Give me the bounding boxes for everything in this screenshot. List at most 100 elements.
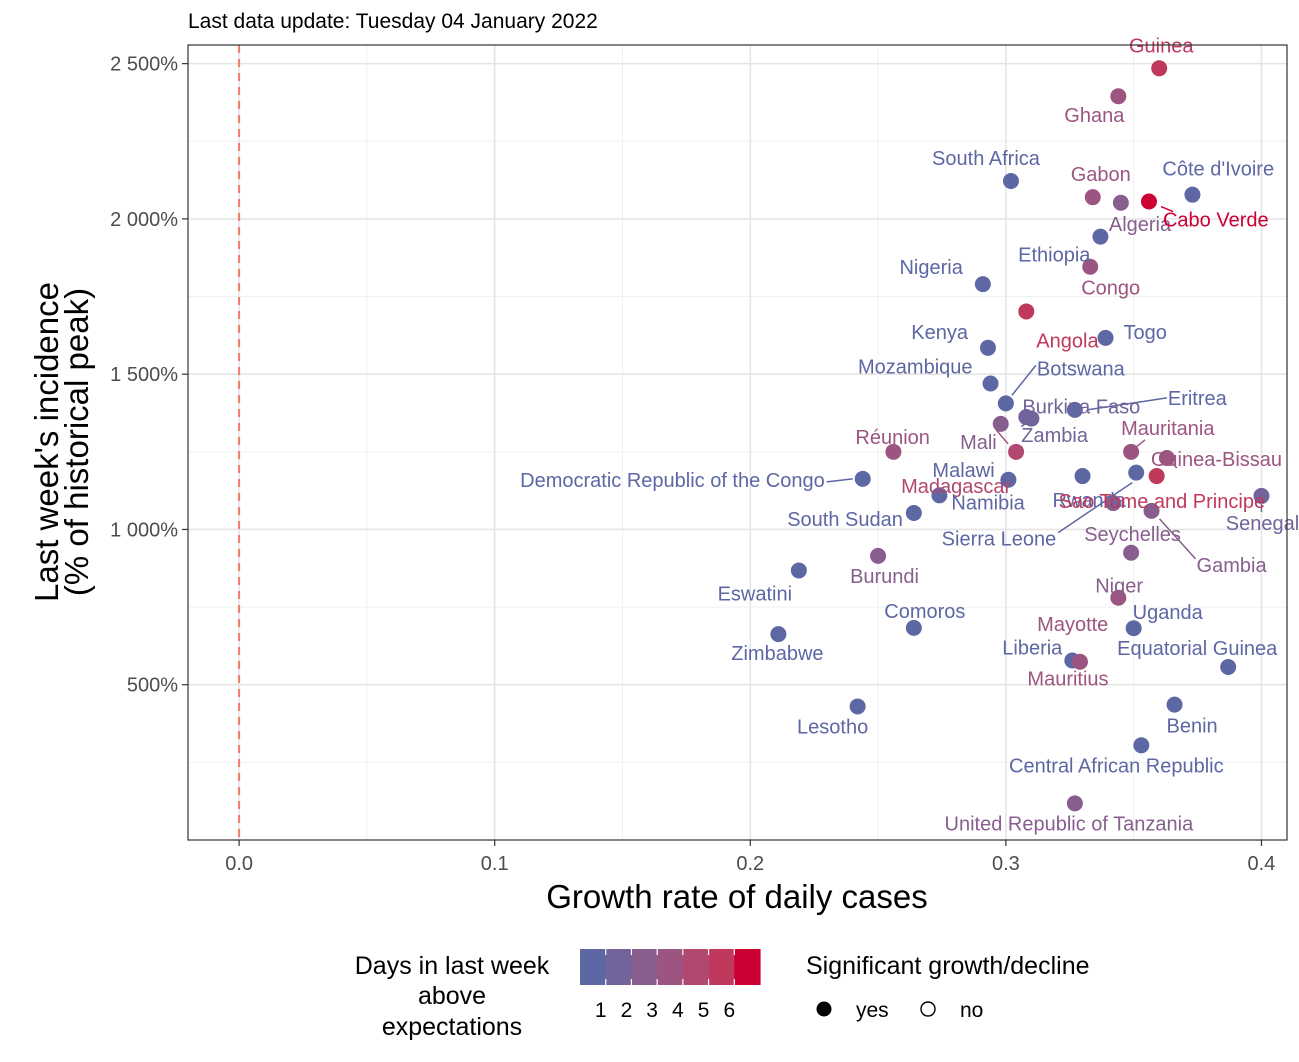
color-legend-title-line-3: expectations (382, 1013, 522, 1041)
leader-line (1158, 518, 1197, 560)
data-point (1253, 487, 1270, 504)
data-point (931, 487, 948, 504)
panel-border (187, 44, 1288, 841)
legend-marker-hollow (920, 1001, 936, 1017)
point-label: Mali (960, 432, 997, 454)
point-label: Cabo Verde (1163, 210, 1269, 232)
data-point (1084, 189, 1101, 206)
data-point (1151, 60, 1168, 77)
leader-line (1160, 205, 1174, 213)
data-point (992, 415, 1009, 432)
point-label: United Republic of Tanzania (945, 813, 1195, 835)
data-point (1008, 443, 1025, 460)
data-point (1110, 88, 1127, 105)
point-label: Mauritania (1121, 418, 1215, 440)
data-point (1018, 303, 1035, 320)
data-point (1000, 471, 1017, 488)
point-label: Benin (1167, 716, 1218, 738)
color-bar-segment (657, 949, 684, 985)
legend-label-no: no (960, 999, 983, 1022)
point-label: Equatorial Guinea (1117, 638, 1278, 660)
color-bar-label: 2 (621, 999, 633, 1022)
color-legend-title-line-1: Days in last week (355, 952, 550, 980)
data-point (1123, 443, 1140, 460)
data-point (1066, 401, 1083, 418)
point-label: Réunion (855, 427, 930, 449)
color-bar-segment (631, 949, 658, 985)
y-tick-label: 1 000% (110, 519, 178, 541)
x-axis-title: Growth rate of daily cases (546, 878, 928, 915)
point-label: Madagascar (901, 476, 1011, 498)
point-label: Zambia (1021, 425, 1089, 447)
leader-line (1057, 482, 1133, 534)
point-layer (770, 60, 1270, 812)
data-point (1123, 544, 1140, 561)
x-tick-label: 0.3 (992, 853, 1020, 875)
y-axis-title: Last week's incidence (% of historical p… (28, 282, 95, 602)
data-point (1112, 194, 1129, 211)
point-label: Eswatini (718, 583, 792, 605)
point-label: Mayotte (1037, 614, 1108, 636)
chart-subtitle: Last data update: Tuesday 04 January 202… (188, 10, 598, 33)
data-point (790, 562, 807, 579)
leader-line-layer (826, 205, 1263, 560)
x-tick-label: 0.2 (736, 853, 764, 875)
leader-line (995, 429, 1009, 445)
data-point (1184, 186, 1201, 203)
data-point (905, 504, 922, 521)
data-point (1133, 737, 1150, 754)
point-label: Angola (1036, 330, 1099, 352)
y-axis-ticks: 500% 1 000% 1 500% 2 000% 2 500% (110, 54, 188, 697)
point-label: Mauritius (1027, 669, 1108, 691)
data-point (770, 626, 787, 643)
x-axis-ticks: 0.0 0.1 0.2 0.3 0.4 (225, 840, 1275, 875)
data-point (1082, 258, 1099, 275)
color-legend-title-line-2: above (418, 982, 486, 1010)
data-point (1220, 659, 1237, 676)
leader-line (1086, 397, 1167, 411)
shape-legend-title: Significant growth/decline (806, 952, 1090, 980)
color-bar-label: 6 (723, 999, 735, 1022)
y-axis-title-line-2: (% of historical peak) (58, 288, 95, 596)
data-point (982, 375, 999, 392)
data-point (1066, 795, 1083, 812)
leader-line (826, 478, 853, 483)
data-point (1074, 468, 1091, 485)
data-point (1105, 495, 1122, 512)
point-label: Lesotho (797, 716, 868, 738)
point-label: Rwanda (1053, 490, 1127, 512)
point-label: Algeria (1109, 214, 1172, 236)
point-label: Kenya (911, 322, 969, 344)
leader-line (1011, 364, 1037, 396)
point-label: Democratic Republic of the Congo (520, 470, 825, 492)
point-label: Central African Republic (1009, 755, 1224, 777)
point-label: Senegal (1226, 513, 1299, 535)
color-bar-label: 4 (672, 999, 684, 1022)
x-tick-label: 0.4 (1248, 853, 1276, 875)
data-point (1128, 464, 1145, 481)
data-point (1092, 228, 1109, 245)
color-bar-segment (734, 949, 761, 985)
data-point (1158, 450, 1175, 467)
data-point (1125, 620, 1142, 637)
data-point (997, 395, 1014, 412)
data-point (1018, 409, 1035, 426)
y-tick-label: 2 500% (110, 54, 178, 76)
point-label: Côte d'Ivoire (1162, 159, 1274, 181)
data-point (974, 276, 991, 293)
point-label: Ethiopia (1018, 245, 1091, 267)
x-tick-label: 0.1 (481, 853, 509, 875)
point-label: Mozambique (858, 356, 973, 378)
point-label-layer: Guinea Ghana South Africa Gabon Côte d'Ivoir… (520, 35, 1299, 835)
color-bar-label: 1 (595, 999, 607, 1022)
y-tick-label: 500% (127, 675, 178, 697)
shape-legend: Significant growth/decline yes no (806, 952, 1090, 1022)
point-label: Burundi (850, 566, 919, 588)
point-label: Malawi (932, 460, 994, 482)
point-label: South Sudan (787, 509, 903, 531)
point-label: Niger (1095, 576, 1143, 598)
color-bar-segment (580, 949, 607, 985)
